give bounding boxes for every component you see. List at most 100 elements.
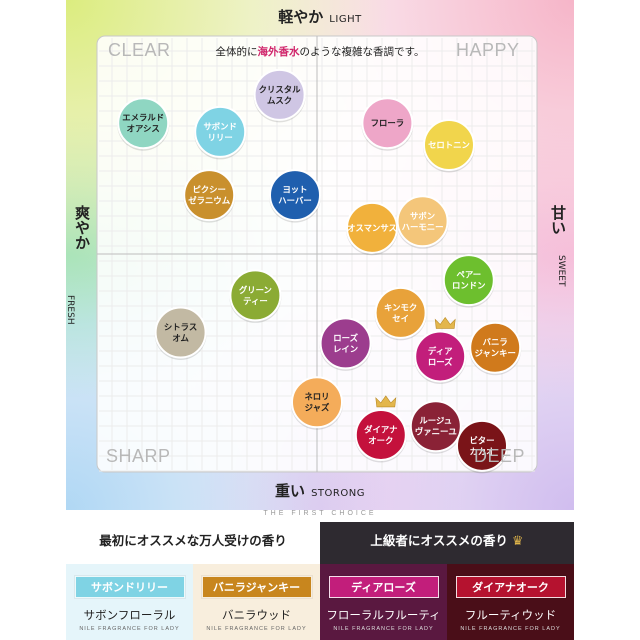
point-label: カカオ — [469, 446, 494, 456]
axis-right-label: 甘い SWEET — [548, 205, 570, 286]
quadrant-happy-label: HAPPY — [456, 40, 520, 60]
point-label: ローズ — [428, 357, 453, 367]
point-label: ムスク — [267, 95, 292, 105]
advanced-heading: 上級者にオススメの香り — [370, 533, 508, 548]
recommendation-description: サボンフローラル — [83, 608, 176, 622]
data-point: オスマンサス — [346, 201, 398, 256]
point-label: オアシス — [127, 124, 160, 134]
point-label: ビター — [469, 435, 494, 445]
point-bubble — [442, 254, 495, 307]
recommendation-band: 最初にオススメな万人受けの香り サボンドリリー サボンフローラル NILE FR… — [66, 522, 574, 640]
recommendation-description: バニラウッド — [222, 608, 291, 622]
recommendation-pill: サボンドリリー — [74, 576, 185, 598]
axis-bottom-en: STORONG — [311, 488, 365, 499]
point-bubble — [354, 408, 407, 461]
point-label: キンモク — [384, 302, 417, 312]
advanced-recommendation-panel: 上級者にオススメの香り ♛ ディアローズ フローラルフルーティ NILE FRAG… — [320, 522, 574, 640]
axis-right-en: SWEET — [556, 255, 566, 287]
crown-icon — [434, 316, 456, 329]
point-label: グリーン — [239, 285, 272, 295]
axis-right-jp: 甘い — [549, 205, 567, 235]
point-label: ゼラニウム — [188, 196, 230, 206]
point-bubble — [319, 317, 372, 370]
point-label: オスマンサス — [347, 223, 397, 233]
point-label: ハーバー — [278, 196, 311, 206]
point-label: セイ — [392, 313, 409, 323]
point-bubble — [396, 195, 449, 248]
point-label: ダイアナ — [364, 424, 397, 434]
point-bubble — [456, 419, 508, 472]
recommendation-description: フローラルフルーティ — [326, 608, 441, 622]
point-label: オム — [172, 333, 189, 343]
data-point: フローラ — [361, 97, 414, 151]
the-first-choice-caption: THE FIRST CHOICE — [263, 510, 377, 517]
quadrant-clear-label: CLEAR — [108, 40, 171, 60]
point-label: バニラ — [483, 337, 508, 347]
point-label: ペアー — [456, 270, 481, 280]
axis-bottom-label: 重い STORONG — [0, 480, 640, 501]
point-bubble — [154, 306, 207, 359]
point-label: サボン — [410, 211, 435, 221]
axis-top-label: 軽やか LIGHT — [0, 6, 640, 27]
recommendation-brand: NILE FRAGRANCE FOR LADY — [79, 626, 180, 632]
axis-left-en: FRESH — [65, 295, 75, 325]
axis-left-jp: 爽やか — [73, 205, 91, 250]
point-label: ロンドン — [452, 281, 486, 291]
point-bubble — [183, 169, 236, 222]
point-label: セロトニン — [428, 140, 470, 150]
beginner-recommendation-panel: 最初にオススメな万人受けの香り サボンドリリー サボンフローラル NILE FR… — [66, 522, 320, 640]
beginner-heading: 最初にオススメな万人受けの香り — [99, 533, 287, 548]
recommendation-brand: NILE FRAGRANCE FOR LADY — [460, 626, 561, 632]
recommendation-pill: バニラジャンキー — [201, 576, 312, 598]
quadrant-sharp-label: SHARP — [106, 446, 171, 466]
recommendation-card[interactable]: サボンドリリー サボンフローラル NILE FRAGRANCE FOR LADY — [66, 564, 193, 640]
axis-top-en: LIGHT — [329, 14, 362, 25]
point-label: クリスタル — [259, 84, 301, 94]
point-label: ローズ — [333, 333, 358, 343]
data-point: サボンドリリー — [194, 105, 247, 160]
chart-subtitle: 全体的に海外香水のような複雑な香調です。 — [0, 44, 640, 59]
point-label: エメラルド — [122, 113, 164, 123]
data-point: セロトニン — [423, 119, 475, 173]
point-label: ティー — [243, 296, 268, 306]
point-bubble — [229, 269, 282, 322]
point-label: ジャズ — [305, 403, 330, 413]
point-label: ヴァニーユ — [415, 427, 457, 437]
point-label: ネロリ — [304, 392, 329, 402]
point-label: ジャンキー — [474, 348, 515, 358]
subtitle-highlight: 海外香水 — [257, 46, 300, 58]
recommendation-description: フルーティウッド — [464, 608, 557, 622]
recommendation-card[interactable]: ディアローズ フローラルフルーティ NILE FRAGRANCE FOR LAD… — [320, 564, 447, 640]
recommendation-brand: NILE FRAGRANCE FOR LADY — [333, 626, 434, 632]
recommendation-card[interactable]: バニラジャンキー バニラウッド NILE FRAGRANCE FOR LADY — [193, 564, 320, 640]
recommendation-brand: NILE FRAGRANCE FOR LADY — [206, 626, 307, 632]
point-label: レイン — [333, 344, 358, 354]
point-label: ピクシー — [192, 185, 226, 195]
point-bubble — [269, 169, 321, 222]
recommendation-card[interactable]: ダイアナオーク フルーティウッド NILE FRAGRANCE FOR LADY — [447, 564, 574, 640]
subtitle-after: のような複雑な香調です。 — [299, 46, 425, 58]
point-label: リリー — [208, 132, 233, 142]
point-bubble — [291, 376, 343, 429]
crown-icon — [375, 395, 397, 408]
point-bubble — [409, 400, 462, 453]
subtitle-before: 全体的に — [215, 46, 258, 58]
data-point: ダイアナオーク — [354, 395, 407, 463]
data-point: バニラジャンキー — [469, 321, 522, 376]
point-bubble — [374, 286, 427, 339]
point-label: ヨット — [282, 185, 307, 195]
axis-top-jp: 軽やか — [278, 8, 324, 26]
point-bubble — [423, 119, 475, 171]
